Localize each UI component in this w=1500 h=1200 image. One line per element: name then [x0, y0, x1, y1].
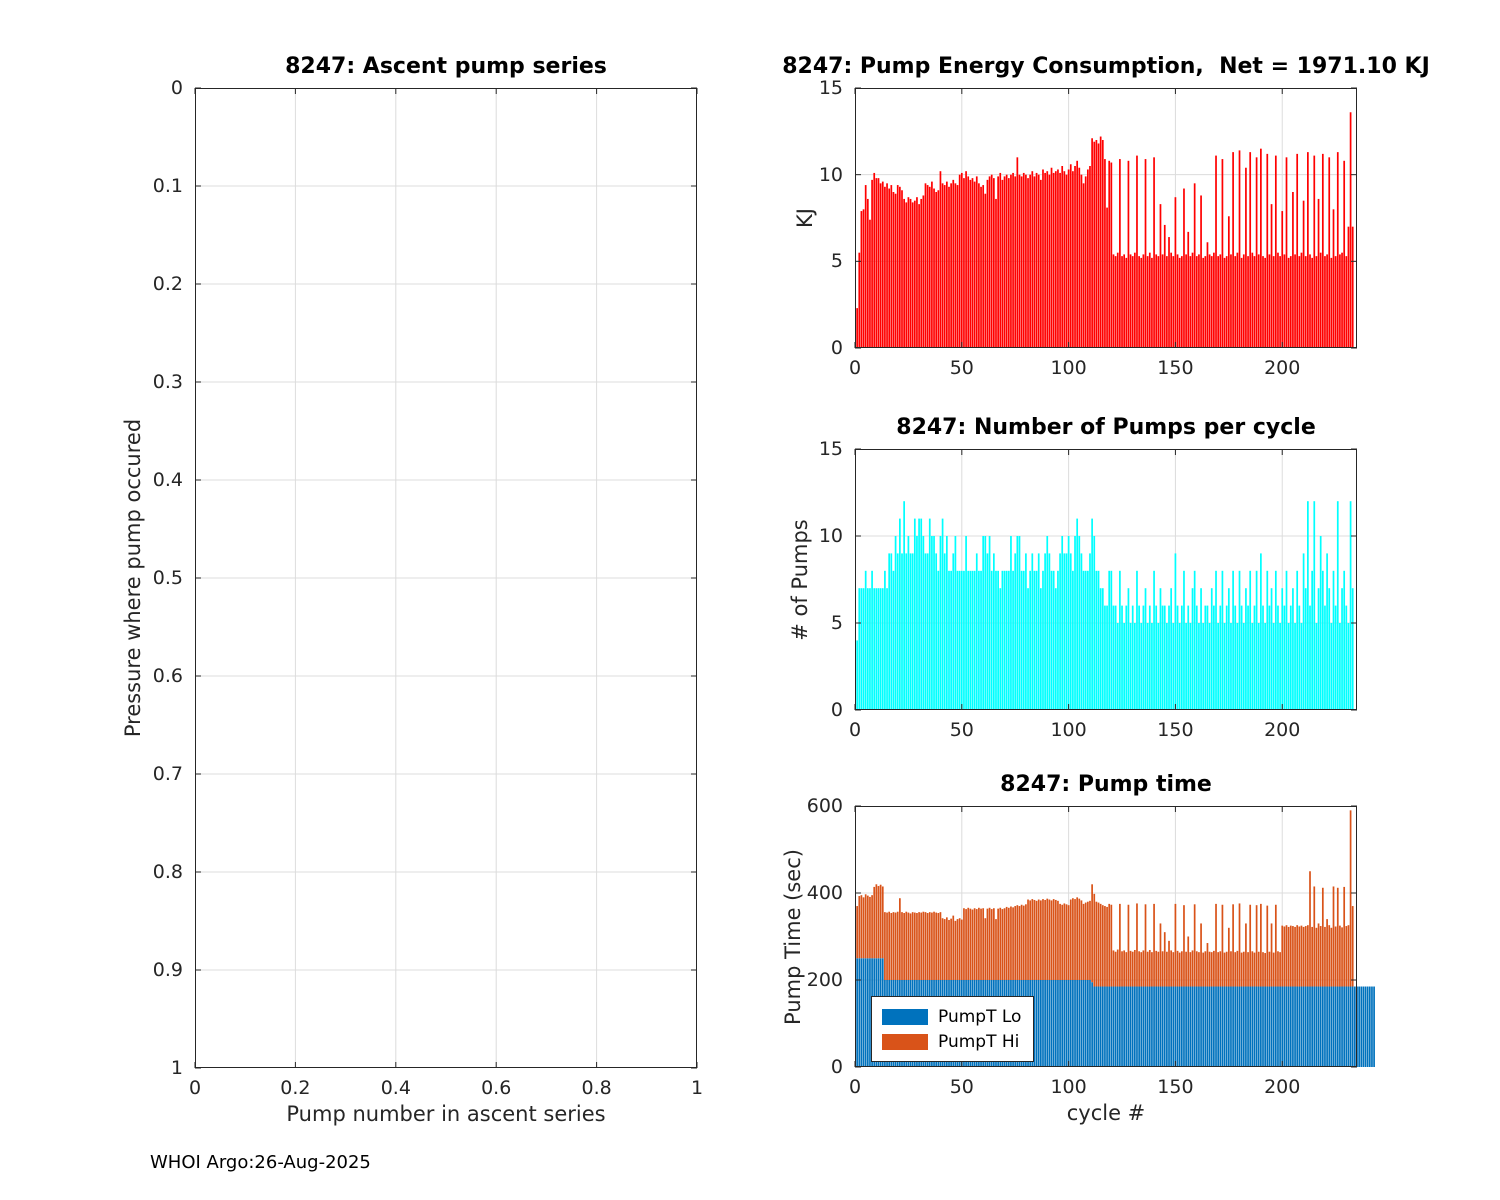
y-axis-label: Pump Time (sec)	[781, 848, 805, 1025]
plot-area	[854, 448, 1357, 711]
y-tick-label: 600	[806, 795, 843, 817]
y-tick-label: 0.7	[152, 763, 183, 785]
x-tick-label: 100	[1050, 1076, 1087, 1098]
x-axis-label: Pump number in ascent series	[286, 1102, 606, 1126]
ascent-pump-series-chart: 8247: Ascent pump series Pressure where …	[121, 54, 703, 1126]
y-tick-label: 0	[830, 1056, 843, 1078]
x-tick-label: 100	[1050, 357, 1087, 379]
y-tick-label: 0.1	[152, 175, 183, 197]
legend-swatch-pumpt-lo	[882, 1008, 928, 1025]
x-tick-label: 200	[1264, 357, 1301, 379]
x-tick-label: 200	[1264, 1076, 1301, 1098]
legend-label: PumpT Lo	[938, 1006, 1022, 1027]
y-tick-label: 0.2	[152, 273, 183, 295]
footer-text: WHOI Argo:26-Aug-2025	[150, 1152, 371, 1173]
x-tick-label: 150	[1157, 719, 1194, 741]
x-tick-label: 150	[1157, 357, 1194, 379]
legend: PumpT Lo PumpT Hi	[871, 996, 1035, 1062]
y-tick-label: 15	[818, 77, 843, 99]
x-tick-label: 50	[949, 719, 974, 741]
legend-entry-pumpt-hi: PumpT Hi	[882, 1029, 1021, 1054]
plot-area	[194, 87, 698, 1069]
x-tick-label: 100	[1050, 719, 1087, 741]
y-tick-label: 1	[170, 1057, 183, 1079]
y-tick-label: 0	[830, 699, 843, 721]
x-tick-label: 1	[690, 1077, 704, 1099]
x-tick-label: 0.8	[581, 1077, 612, 1099]
x-tick-label: 0	[188, 1077, 202, 1099]
y-tick-label: 5	[830, 612, 843, 634]
legend-swatch-pumpt-hi	[882, 1033, 928, 1050]
y-axis-label: KJ	[793, 208, 817, 228]
y-tick-label: 0	[170, 77, 183, 99]
x-tick-label: 0	[848, 1076, 862, 1098]
y-tick-label: 0.4	[152, 469, 183, 491]
pump-energy-chart: 8247: Pump Energy Consumption, Net = 197…	[782, 54, 1430, 379]
x-tick-label: 150	[1157, 1076, 1194, 1098]
y-tick-label: 10	[818, 163, 843, 186]
legend-entry-pumpt-lo: PumpT Lo	[882, 1004, 1021, 1029]
x-axis-label: cycle #	[1066, 1101, 1146, 1125]
legend-label: PumpT Hi	[938, 1031, 1020, 1052]
pumps-per-cycle-chart: 8247: Number of Pumps per cycle # of Pum…	[788, 415, 1357, 741]
chart-title: 8247: Pump Energy Consumption, Net = 197…	[782, 54, 1430, 79]
chart-title: 8247: Ascent pump series	[285, 54, 607, 79]
chart-title: 8247: Number of Pumps per cycle	[896, 415, 1316, 440]
y-tick-label: 0	[830, 337, 843, 359]
x-tick-label: 50	[949, 1076, 974, 1098]
y-tick-label: 0.6	[152, 665, 183, 687]
y-tick-label: 400	[806, 882, 843, 904]
y-tick-label: 15	[818, 438, 843, 460]
x-tick-label: 0.4	[380, 1077, 411, 1099]
x-tick-label: 0.6	[481, 1077, 512, 1099]
x-tick-label: 0.2	[280, 1077, 311, 1099]
x-tick-label: 0	[848, 357, 862, 379]
y-tick-label: 0.3	[152, 371, 183, 393]
chart-title: 8247: Pump time	[1000, 772, 1212, 797]
x-tick-label: 0	[848, 719, 862, 741]
y-tick-label: 5	[830, 250, 843, 273]
y-tick-label: 10	[818, 525, 843, 547]
x-tick-label: 50	[949, 357, 974, 379]
plot-area	[854, 87, 1357, 349]
y-tick-label: 0.8	[152, 861, 183, 883]
pump-time-chart: 8247: Pump time Pump Time (sec) cycle # …	[781, 772, 1375, 1125]
x-tick-label: 200	[1264, 719, 1301, 741]
y-tick-label: 0.9	[152, 959, 183, 981]
y-tick-label: 0.5	[152, 567, 183, 589]
y-tick-label: 200	[806, 969, 843, 991]
